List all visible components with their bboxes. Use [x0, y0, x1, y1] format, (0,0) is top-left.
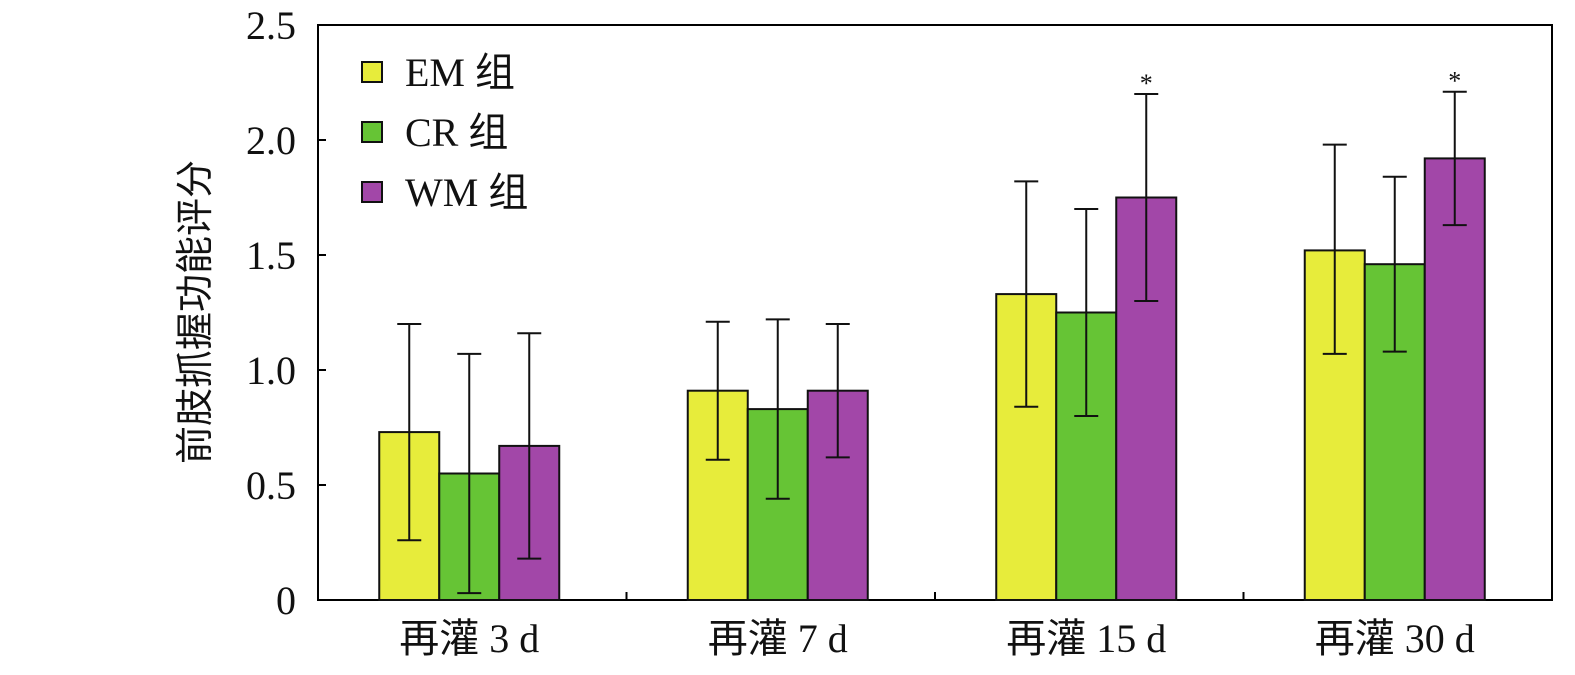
y-tick-label: 2.5: [246, 3, 296, 48]
y-tick-label: 2.0: [246, 118, 296, 163]
legend-label: CR 组: [405, 110, 508, 155]
y-tick-label: 0.5: [246, 463, 296, 508]
legend-swatch: [361, 121, 383, 143]
significance-marker: *: [1140, 69, 1153, 98]
significance-marker: *: [1448, 67, 1461, 96]
x-tick-label: 再灌 15 d: [1006, 616, 1166, 661]
legend-swatch: [361, 181, 383, 203]
x-tick-label: 再灌 7 d: [708, 616, 848, 661]
x-tick-label: 再灌 3 d: [399, 616, 539, 661]
y-tick-label: 1.0: [246, 348, 296, 393]
y-tick-label: 0: [276, 578, 296, 623]
y-tick-label: 1.5: [246, 233, 296, 278]
y-axis-label: 前肢抓握功能评分: [175, 160, 217, 464]
legend-label: EM 组: [405, 50, 515, 95]
legend-swatch: [361, 61, 383, 83]
legend-label: WM 组: [405, 170, 528, 215]
x-tick-label: 再灌 30 d: [1315, 616, 1475, 661]
bar: [1423, 157, 1486, 601]
